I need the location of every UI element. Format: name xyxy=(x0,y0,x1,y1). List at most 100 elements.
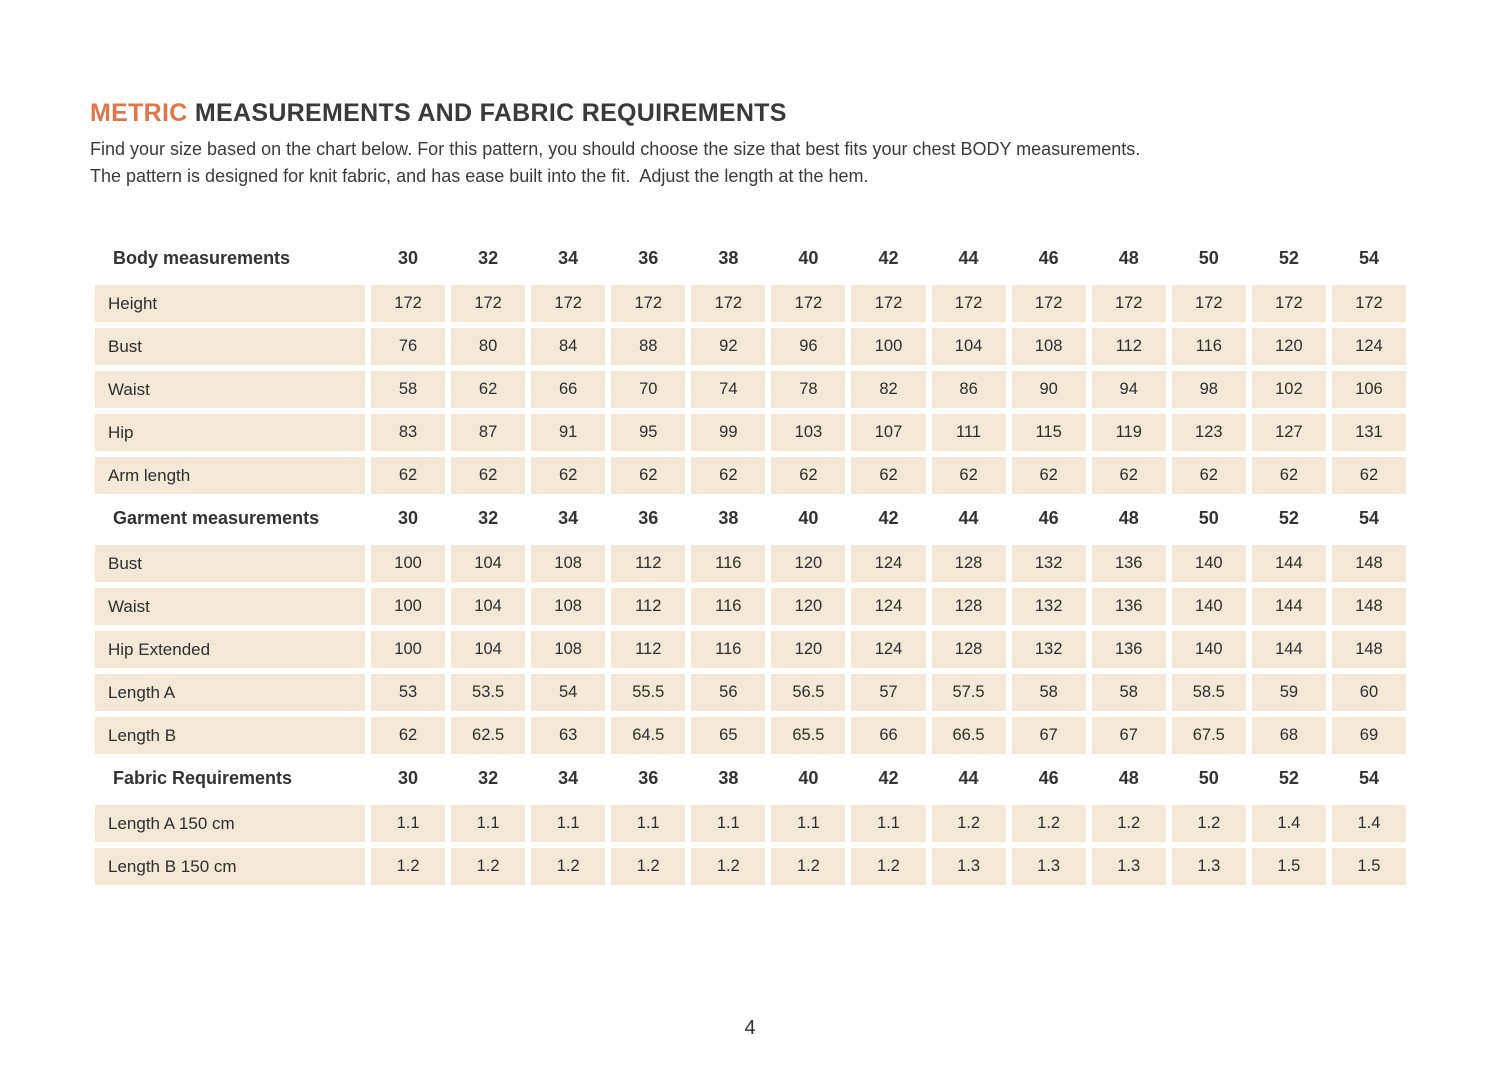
value-cell: 83 xyxy=(371,414,446,451)
value-cell: 62 xyxy=(371,457,446,494)
value-cell: 123 xyxy=(1171,414,1246,451)
value-cell: 104 xyxy=(451,631,526,668)
value-cell: 1.2 xyxy=(691,848,766,885)
value-cell: 62.5 xyxy=(451,717,526,754)
value-cell: 140 xyxy=(1171,545,1246,582)
value-cell: 172 xyxy=(1091,285,1166,322)
value-cell: 62 xyxy=(691,457,766,494)
size-column-header: 42 xyxy=(878,768,899,788)
value-cell: 108 xyxy=(531,545,606,582)
value-cell: 104 xyxy=(451,588,526,625)
table-row: Hip Extended 100 104 108 112 116 120 124 128 132 1… xyxy=(95,631,1406,668)
value-cell: 1.4 xyxy=(1331,805,1406,842)
value-cell: 119 xyxy=(1091,414,1166,451)
value-cell: 172 xyxy=(451,285,526,322)
value-cell: 148 xyxy=(1331,631,1406,668)
value-cell: 99 xyxy=(691,414,766,451)
value-cell: 148 xyxy=(1331,545,1406,582)
value-cell: 1.2 xyxy=(771,848,846,885)
value-cell: 84 xyxy=(531,328,606,365)
size-column-header: 32 xyxy=(478,508,499,528)
size-table: Body measurements 30 32 34 36 38 40 42 44 46 48 50 5… xyxy=(95,240,1406,885)
value-cell: 70 xyxy=(611,371,686,408)
value-cell: 62 xyxy=(451,371,526,408)
value-cell: 1.3 xyxy=(1171,848,1246,885)
value-cell: 1.2 xyxy=(1011,805,1086,842)
value-cell: 90 xyxy=(1011,371,1086,408)
value-cell: 1.2 xyxy=(931,805,1006,842)
value-cell: 144 xyxy=(1251,631,1326,668)
size-column-header: 44 xyxy=(958,768,979,788)
value-cell: 132 xyxy=(1011,545,1086,582)
size-column-header: 52 xyxy=(1278,248,1299,268)
value-cell: 111 xyxy=(931,414,1006,451)
size-column-header: 34 xyxy=(558,248,579,268)
table-row: Length A 53 53.5 54 55.5 56 56.5 57 57.5 58 58 58.5… xyxy=(95,674,1406,711)
value-cell: 128 xyxy=(931,545,1006,582)
page-number: 4 xyxy=(744,1017,756,1039)
row-label: Arm length xyxy=(95,457,365,494)
value-cell: 172 xyxy=(851,285,926,322)
value-cell: 1.1 xyxy=(371,805,446,842)
size-column-header: 40 xyxy=(798,768,819,788)
size-column-header: 38 xyxy=(718,508,739,528)
value-cell: 92 xyxy=(691,328,766,365)
value-cell: 62 xyxy=(851,457,926,494)
value-cell: 65.5 xyxy=(771,717,846,754)
table-section-header-row: Fabric Requirements 30 32 34 36 38 40 42 44 46 48 5… xyxy=(95,760,1406,797)
value-cell: 1.2 xyxy=(1171,805,1246,842)
value-cell: 127 xyxy=(1251,414,1326,451)
size-column-header: 54 xyxy=(1358,768,1379,788)
value-cell: 116 xyxy=(691,631,766,668)
row-label: Bust xyxy=(95,545,365,582)
value-cell: 115 xyxy=(1011,414,1086,451)
size-column-header: 44 xyxy=(958,248,979,268)
row-label: Bust xyxy=(95,328,365,365)
value-cell: 1.5 xyxy=(1331,848,1406,885)
value-cell: 124 xyxy=(851,545,926,582)
value-cell: 98 xyxy=(1171,371,1246,408)
value-cell: 120 xyxy=(771,545,846,582)
table-row: Height 172 172 172 172 172 172 172 172 172 172 172 1… xyxy=(95,285,1406,322)
value-cell: 172 xyxy=(691,285,766,322)
value-cell: 1.2 xyxy=(371,848,446,885)
value-cell: 112 xyxy=(611,631,686,668)
value-cell: 57 xyxy=(851,674,926,711)
value-cell: 116 xyxy=(1171,328,1246,365)
value-cell: 136 xyxy=(1091,631,1166,668)
value-cell: 132 xyxy=(1011,631,1086,668)
size-column-header: 54 xyxy=(1358,508,1379,528)
size-column-header: 42 xyxy=(878,508,899,528)
value-cell: 124 xyxy=(851,631,926,668)
size-column-header: 40 xyxy=(798,248,819,268)
value-cell: 144 xyxy=(1251,545,1326,582)
value-cell: 1.3 xyxy=(931,848,1006,885)
value-cell: 67.5 xyxy=(1171,717,1246,754)
value-cell: 66.5 xyxy=(931,717,1006,754)
value-cell: 66 xyxy=(851,717,926,754)
table-row: Length A 150 cm 1.1 1.1 1.1 1.1 1.1 1.1 1.1 1.2 1… xyxy=(95,805,1406,842)
row-label: Length B 150 cm xyxy=(95,848,365,885)
size-column-header: 38 xyxy=(718,768,739,788)
value-cell: 55.5 xyxy=(611,674,686,711)
table-section-header-row: Garment measurements 30 32 34 36 38 40 42 44 46 48… xyxy=(95,500,1406,537)
value-cell: 1.2 xyxy=(451,848,526,885)
value-cell: 54 xyxy=(531,674,606,711)
intro-paragraph: Find your size based on the chart below.… xyxy=(90,136,1410,190)
value-cell: 108 xyxy=(531,588,606,625)
value-cell: 1.3 xyxy=(1091,848,1166,885)
value-cell: 104 xyxy=(451,545,526,582)
value-cell: 58 xyxy=(1091,674,1166,711)
size-column-header: 52 xyxy=(1278,768,1299,788)
value-cell: 68 xyxy=(1251,717,1326,754)
value-cell: 112 xyxy=(1091,328,1166,365)
size-column-header: 46 xyxy=(1038,768,1059,788)
value-cell: 62 xyxy=(531,457,606,494)
value-cell: 53.5 xyxy=(451,674,526,711)
size-column-header: 42 xyxy=(878,248,899,268)
value-cell: 136 xyxy=(1091,545,1166,582)
size-column-header: 48 xyxy=(1118,248,1139,268)
size-column-header: 36 xyxy=(638,508,659,528)
value-cell: 58 xyxy=(1011,674,1086,711)
value-cell: 62 xyxy=(1091,457,1166,494)
